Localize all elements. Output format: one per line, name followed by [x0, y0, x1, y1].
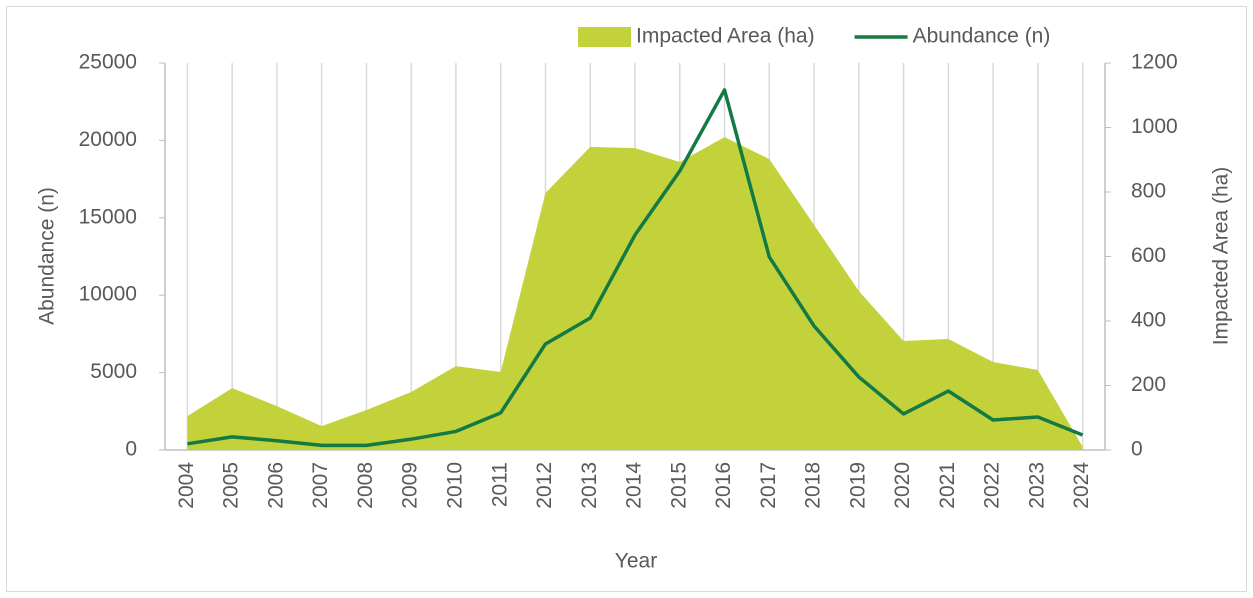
y-tick-label: 0 [125, 438, 137, 461]
legend-label: Impacted Area (ha) [636, 25, 815, 48]
x-tick-label: 2020 [891, 462, 914, 509]
legend-swatch [578, 27, 631, 47]
x-tick-label: 2004 [175, 462, 198, 509]
legend-label: Abundance (n) [913, 25, 1051, 48]
x-tick-label: 2006 [264, 462, 287, 509]
y-axis-title: Abundance (n) [36, 187, 59, 325]
x-tick-label: 2005 [220, 462, 243, 509]
chart-frame [6, 6, 1247, 592]
line [187, 88, 1084, 448]
x-tick-label: 2024 [1070, 462, 1093, 509]
x-tick-label: 2023 [1025, 462, 1048, 509]
x-tick-label: 2015 [667, 462, 690, 509]
y-tick-label: 5000 [90, 360, 137, 383]
x-tick-label: 2018 [802, 462, 825, 509]
y2-tick-label: 200 [1131, 373, 1166, 396]
x-tick-label: 2010 [443, 462, 466, 509]
x-tick-label: 2007 [309, 462, 332, 509]
x-tick-label: 2009 [399, 462, 422, 509]
x-tick-label: 2008 [354, 462, 377, 509]
x-tick-label: 2016 [712, 462, 735, 509]
x-tick-label: 2017 [757, 462, 780, 509]
y-tick-label: 20000 [79, 128, 137, 151]
area [187, 137, 1083, 451]
y2-tick-label: 0 [1131, 438, 1143, 461]
x-tick-label: 2019 [846, 462, 869, 509]
x-tick-label: 2021 [936, 462, 959, 509]
y-tick-label: 10000 [79, 283, 137, 306]
y-tick-label: 25000 [79, 51, 137, 74]
y2-tick-label: 600 [1131, 244, 1166, 267]
x-tick-label: 2022 [981, 462, 1004, 509]
y-tick-label: 15000 [79, 205, 137, 228]
y2-tick-label: 400 [1131, 309, 1166, 332]
x-axis-title: Year [615, 550, 657, 573]
y2-tick-label: 1000 [1131, 115, 1178, 138]
x-tick-label: 2011 [488, 462, 511, 507]
y2-axis-title: Impacted Area (ha) [1210, 167, 1233, 346]
y2-tick-label: 1200 [1131, 51, 1178, 74]
x-tick-label: 2013 [578, 462, 601, 509]
x-tick-label: 2014 [623, 462, 646, 509]
y2-tick-label: 800 [1131, 180, 1166, 203]
x-tick-label: 2012 [533, 462, 556, 509]
